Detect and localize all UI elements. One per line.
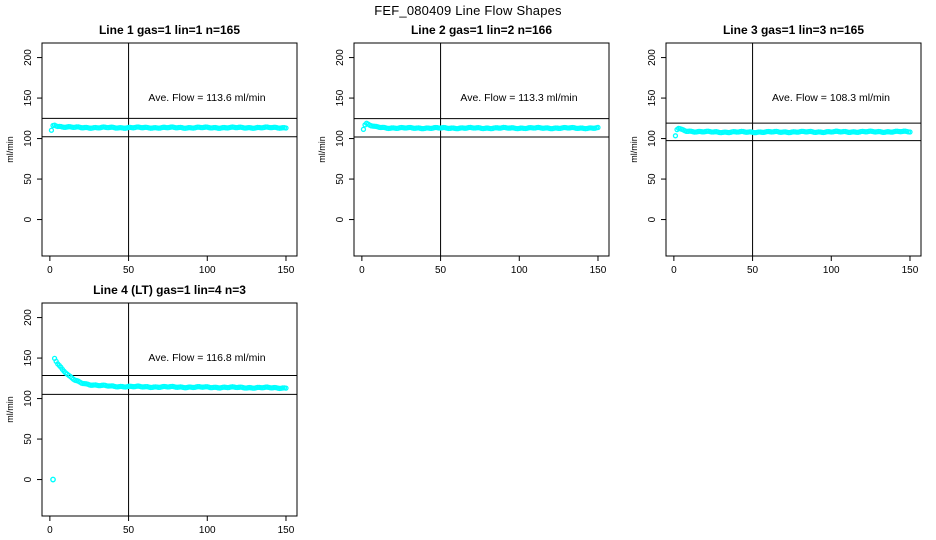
data-point (360, 126, 367, 132)
data-point (672, 133, 679, 139)
x-tick-label: 150 (278, 265, 295, 276)
y-tick-label: 150 (23, 89, 34, 106)
figure-title: FEF_080409 Line Flow Shapes (374, 3, 562, 18)
y-tick-label: 100 (23, 390, 34, 407)
x-tick-label: 100 (199, 525, 216, 536)
data-points (50, 355, 289, 483)
subplot-title: Line 1 gas=1 lin=1 n=165 (99, 23, 240, 37)
y-tick-label: 100 (23, 130, 34, 147)
data-point (595, 124, 601, 131)
y-tick-label: 0 (647, 216, 658, 222)
y-axis-label: ml/min (629, 136, 639, 163)
avg-flow-annotation: Ave. Flow = 116.8 ml/min (148, 352, 265, 364)
avg-flow-annotation: Ave. Flow = 113.6 ml/min (148, 92, 265, 104)
plot-box (665, 42, 922, 257)
data-point (907, 129, 913, 135)
x-tick-label: 0 (359, 265, 365, 276)
x-tick-label: 150 (278, 525, 295, 536)
subplot-title: Line 2 gas=1 lin=2 n=166 (411, 23, 552, 37)
avg-flow-annotation: Ave. Flow = 108.3 ml/min (772, 92, 890, 104)
x-tick-label: 150 (590, 265, 607, 276)
plot-line-3: Line 3 gas=1 lin=3 n=165 0 50 100 150 200 0 50 1… (629, 23, 922, 276)
avg-flow-annotation: Ave. Flow = 113.3 ml/min (460, 92, 577, 104)
x-tick-label: 50 (123, 525, 135, 536)
y-tick-label: 50 (23, 433, 34, 445)
data-point (283, 385, 289, 391)
x-tick-label: 50 (123, 265, 135, 276)
y-tick-label: 150 (335, 89, 346, 106)
x-tick-label: 50 (747, 265, 759, 276)
data-points (48, 122, 289, 133)
y-tick-label: 50 (23, 173, 34, 185)
y-tick-label: 150 (23, 349, 34, 366)
plot-box (41, 302, 298, 517)
y-axis-label: ml/min (317, 136, 327, 163)
plot-line-1: Line 1 gas=1 lin=1 n=165 0 50 100 150 200 0 50 1… (5, 23, 298, 276)
data-points (360, 120, 601, 132)
x-tick-label: 150 (902, 265, 919, 276)
plot-box (353, 42, 610, 257)
y-tick-label: 0 (23, 216, 34, 222)
y-tick-label: 50 (647, 173, 658, 185)
plot-line-2: Line 2 gas=1 lin=2 n=166 0 50 100 150 200 0 50 1… (317, 23, 610, 276)
plot-box (41, 42, 298, 257)
subplot-title: Line 4 (LT) gas=1 lin=4 n=3 (93, 283, 246, 297)
y-tick-label: 200 (23, 49, 34, 66)
x-tick-label: 50 (435, 265, 447, 276)
x-tick-label: 100 (823, 265, 840, 276)
x-tick-label: 100 (511, 265, 528, 276)
y-axis-label: ml/min (5, 396, 15, 423)
y-tick-label: 0 (23, 476, 34, 482)
subplot-title: Line 3 gas=1 lin=3 n=165 (723, 23, 864, 37)
plot-line-4: Line 4 (LT) gas=1 lin=4 n=3 0 50 100 150 200 0… (5, 283, 298, 536)
y-tick-label: 100 (335, 130, 346, 147)
y-tick-label: 200 (647, 49, 658, 66)
x-tick-label: 0 (47, 265, 53, 276)
x-tick-label: 0 (47, 525, 53, 536)
data-points (672, 125, 913, 139)
y-axis-label: ml/min (5, 136, 15, 163)
data-point (283, 125, 289, 131)
y-tick-label: 200 (23, 309, 34, 326)
x-tick-label: 0 (671, 265, 677, 276)
x-tick-label: 100 (199, 265, 216, 276)
y-tick-label: 200 (335, 49, 346, 66)
data-point (48, 127, 55, 133)
y-tick-label: 150 (647, 89, 658, 106)
outlier-point (50, 476, 56, 483)
y-tick-label: 50 (335, 173, 346, 185)
y-tick-label: 100 (647, 130, 658, 147)
y-tick-label: 0 (335, 216, 346, 222)
